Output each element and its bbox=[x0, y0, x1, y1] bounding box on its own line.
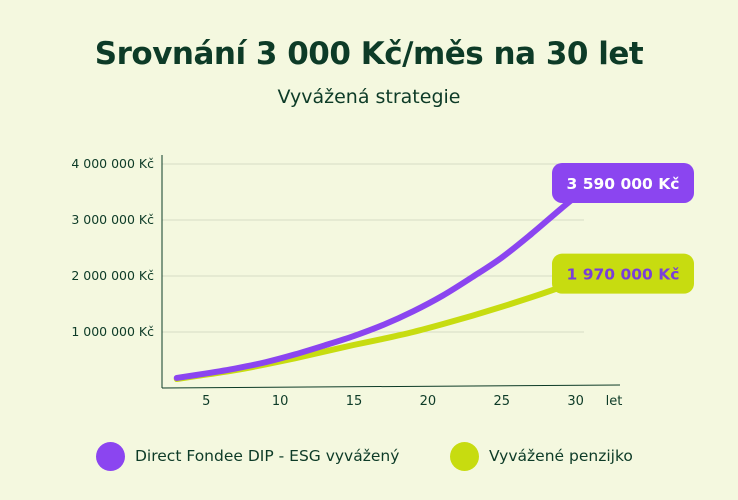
x-tick-label: 30 bbox=[567, 394, 584, 409]
legend-label-penzijko: Vyvážené penzijko bbox=[489, 447, 633, 465]
x-axis-title: let bbox=[606, 394, 623, 409]
series-lines bbox=[173, 183, 591, 383]
x-tick-label: 20 bbox=[420, 394, 437, 409]
end-label-box-1 bbox=[552, 253, 694, 294]
chart-subtitle: Vyvážená strategie bbox=[277, 86, 461, 108]
x-tick-label: 10 bbox=[272, 394, 289, 409]
end-labels: 3 590 000 Kč 1 970 000 Kč bbox=[552, 162, 694, 294]
legend-swatch-fondee bbox=[96, 441, 125, 471]
x-tick-label: 25 bbox=[494, 394, 511, 409]
y-tick-label: 1 000 000 Kč bbox=[71, 324, 154, 339]
legend-label-fondee: Direct Fondee DIP - ESG vyvážený bbox=[135, 447, 400, 465]
y-tick-labels: 1 000 000 Kč 2 000 000 Kč 3 000 000 Kč 4 00… bbox=[71, 156, 154, 339]
legend-item-penzijko: Vyvážené penzijko bbox=[450, 440, 633, 472]
axes bbox=[161, 155, 621, 389]
x-axis bbox=[161, 384, 621, 389]
legend: Direct Fondee DIP - ESG vyvážený Vyvážen… bbox=[0, 440, 738, 472]
end-label-text-1: 1 970 000 Kč bbox=[567, 266, 680, 284]
x-tick-labels: 5 10 15 20 25 30 bbox=[202, 394, 584, 409]
legend-swatch-penzijko bbox=[450, 441, 479, 471]
x-tick-label: 5 bbox=[202, 394, 210, 409]
y-tick-label: 3 000 000 Kč bbox=[71, 212, 154, 227]
series-line-0 bbox=[173, 183, 591, 381]
end-label-text-0: 3 590 000 Kč bbox=[567, 175, 680, 193]
x-tick-label: 15 bbox=[346, 394, 363, 409]
y-tick-label: 2 000 000 Kč bbox=[71, 268, 154, 283]
end-label-box-0 bbox=[552, 162, 694, 203]
y-tick-label: 4 000 000 Kč bbox=[71, 156, 154, 171]
chart-title: Srovnání 3 000 Kč/měs na 30 let bbox=[94, 36, 644, 72]
legend-item-fondee: Direct Fondee DIP - ESG vyvážený bbox=[96, 440, 399, 472]
gridlines bbox=[162, 163, 584, 333]
